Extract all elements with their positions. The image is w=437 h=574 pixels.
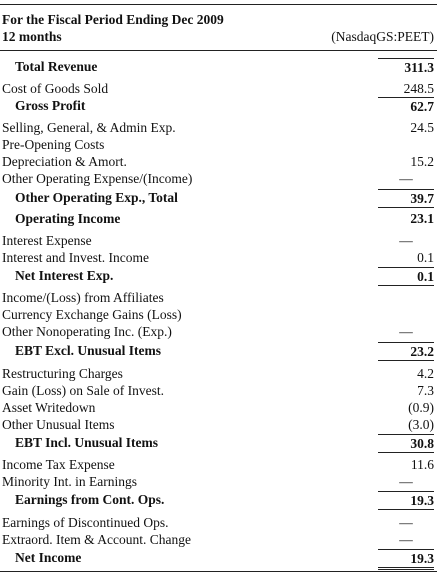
row-label: Income Tax Expense — [2, 457, 115, 472]
row-value: 23.1 — [410, 211, 434, 226]
row-value: 0.1 — [378, 267, 434, 286]
row-label: Other Operating Exp., Total — [15, 190, 178, 205]
table-row: Gross Profit 62.7 — [0, 97, 437, 114]
row-label: Restructuring Charges — [2, 366, 123, 381]
table-row: Income Tax Expense 11.6 — [0, 456, 437, 473]
table-row: EBT Excl. Unusual Items 23.2 — [0, 342, 437, 361]
table-row: Net Income 19.3 — [0, 549, 437, 570]
row-label: Other Nonoperating Inc. (Exp.) — [2, 324, 172, 339]
row-value: — — [399, 515, 413, 530]
row-value: — — [399, 474, 413, 489]
table-row: Gain (Loss) on Sale of Invest. 7.3 — [0, 382, 437, 399]
row-label: Total Revenue — [15, 59, 98, 74]
row-label: Interest and Invest. Income — [2, 250, 149, 265]
row-value: 19.3 — [378, 491, 434, 510]
table-row: Interest and Invest. Income 0.1 — [0, 249, 437, 266]
table-row: Depreciation & Amort. 15.2 — [0, 153, 437, 170]
row-value: — — [399, 532, 413, 547]
row-value: — — [399, 233, 413, 248]
row-value: 39.7 — [378, 189, 434, 208]
row-value: 248.5 — [403, 81, 434, 96]
row-label: Gross Profit — [15, 98, 86, 113]
row-value: 11.6 — [410, 457, 434, 472]
row-label: EBT Incl. Unusual Items — [15, 435, 159, 450]
row-value: 7.3 — [417, 383, 434, 398]
table-row: Operating Income 23.1 — [0, 210, 437, 227]
table-row: Earnings from Cont. Ops. 19.3 — [0, 491, 437, 510]
table-row: Earnings of Discontinued Ops. — — [0, 514, 437, 531]
table-row: Total Revenue 311.3 — [0, 58, 437, 75]
table-row: Cost of Goods Sold 248.5 — [0, 80, 437, 97]
row-value: 311.3 — [378, 58, 434, 76]
row-label: Depreciation & Amort. — [2, 154, 127, 169]
table-row: Other Operating Expense/(Income) — — [0, 170, 437, 187]
table-row: Other Nonoperating Inc. (Exp.) — — [0, 323, 437, 340]
row-value: 4.2 — [417, 366, 434, 381]
table-row: Net Interest Exp. 0.1 — [0, 267, 437, 286]
row-value: 24.5 — [410, 120, 434, 135]
row-value: 23.2 — [378, 342, 434, 361]
table-row: Restructuring Charges 4.2 — [0, 365, 437, 382]
table-row: Selling, General, & Admin Exp. 24.5 — [0, 119, 437, 136]
table-row: Income/(Loss) from Affiliates — [0, 289, 437, 306]
row-label: Net Interest Exp. — [15, 268, 114, 283]
row-value: (0.9) — [408, 400, 434, 415]
table-row: Minority Int. in Earnings — — [0, 473, 437, 490]
bottom-rule — [0, 571, 437, 572]
row-label: EBT Excl. Unusual Items — [15, 343, 162, 358]
row-label: Income/(Loss) from Affiliates — [2, 290, 164, 305]
row-label: Operating Income — [15, 211, 121, 226]
row-label: Other Unusual Items — [2, 417, 115, 432]
table-row: Interest Expense — — [0, 232, 437, 249]
row-label: Pre-Opening Costs — [2, 137, 105, 152]
table-row: Extraord. Item & Account. Change — — [0, 531, 437, 548]
row-label: Net Income — [15, 550, 82, 565]
row-value: 0.1 — [417, 250, 434, 265]
row-value: (3.0) — [408, 417, 434, 432]
row-label: Asset Writedown — [2, 400, 96, 415]
table-row: Other Operating Exp., Total 39.7 — [0, 189, 437, 208]
row-label: Gain (Loss) on Sale of Invest. — [2, 383, 164, 398]
table-row: Asset Writedown (0.9) — [0, 399, 437, 416]
row-value: — — [399, 324, 413, 339]
header-rule — [0, 50, 437, 51]
row-label: Other Operating Expense/(Income) — [2, 171, 193, 186]
row-value: 30.8 — [378, 434, 434, 453]
row-label: Cost of Goods Sold — [2, 81, 109, 96]
row-label: Earnings from Cont. Ops. — [15, 492, 165, 507]
top-rule — [0, 4, 437, 5]
row-value: — — [399, 171, 413, 186]
row-label: Currency Exchange Gains (Loss) — [2, 307, 182, 322]
table-row: Currency Exchange Gains (Loss) — [0, 306, 437, 323]
row-label: Earnings of Discontinued Ops. — [2, 515, 169, 530]
row-value: 19.3 — [378, 549, 434, 570]
period-length: 12 months — [2, 29, 62, 44]
period-heading: For the Fiscal Period Ending Dec 2009 — [2, 12, 224, 27]
table-row: Pre-Opening Costs — [0, 136, 437, 153]
row-value: 62.7 — [378, 97, 434, 115]
row-label: Selling, General, & Admin Exp. — [2, 120, 176, 135]
ticker-column-header: (NasdaqGS:PEET) — [331, 29, 434, 44]
row-label: Interest Expense — [2, 233, 92, 248]
row-label: Extraord. Item & Account. Change — [2, 532, 191, 547]
row-label: Minority Int. in Earnings — [2, 474, 137, 489]
row-value: 15.2 — [410, 154, 434, 169]
table-row: Other Unusual Items (3.0) — [0, 416, 437, 433]
table-row: EBT Incl. Unusual Items 30.8 — [0, 434, 437, 453]
